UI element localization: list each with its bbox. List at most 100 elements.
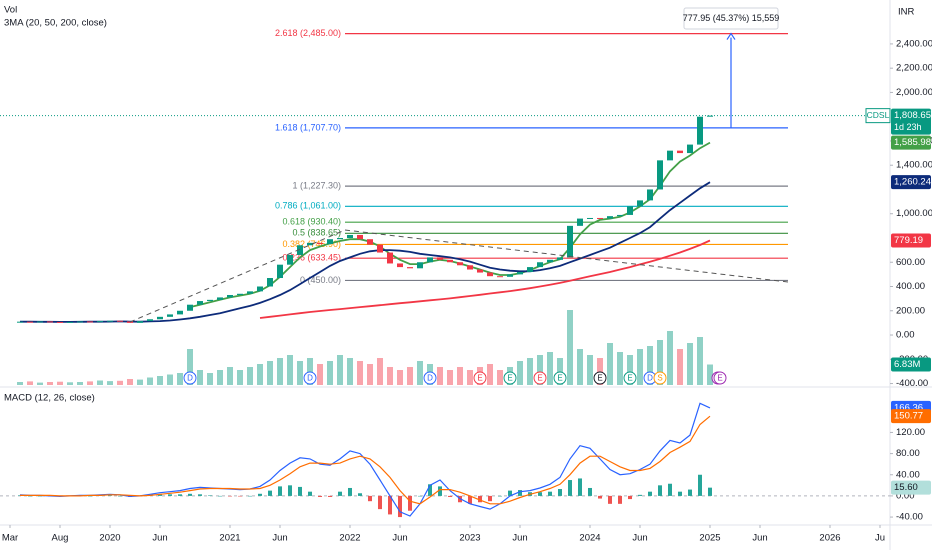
candle	[157, 316, 163, 320]
x-tick-label: 2023	[459, 533, 480, 544]
volume-bar	[207, 373, 213, 385]
candle	[247, 291, 253, 294]
candle	[177, 310, 183, 315]
volume-bar	[77, 382, 83, 385]
volume-bar	[687, 343, 693, 385]
countdown-label: 1d 23h	[894, 122, 922, 132]
volume-bar	[617, 352, 623, 385]
event-label: E	[507, 374, 512, 383]
macd-histogram-bar	[418, 495, 422, 497]
volume-bar	[137, 379, 143, 385]
event-label: E	[597, 374, 602, 383]
macd-histogram-bar	[118, 495, 122, 497]
candle	[47, 321, 53, 323]
macd-title: MACD (12, 26, close)	[4, 393, 95, 404]
volume-bar	[337, 355, 343, 385]
macd-histogram-bar	[168, 494, 172, 496]
candle	[387, 252, 393, 264]
x-tick-label: Jun	[632, 533, 647, 544]
macd-histogram-bar	[518, 490, 522, 496]
volume-bar	[707, 364, 713, 385]
macd-histogram-bar	[88, 495, 92, 497]
candle	[427, 257, 433, 263]
candle	[57, 321, 63, 323]
event-marker[interactable]	[653, 371, 667, 385]
volume-bar	[657, 340, 663, 385]
candle	[167, 314, 173, 317]
macd-tick-label: 40.00	[896, 469, 920, 480]
symbol-badge	[865, 108, 891, 124]
measure-box	[683, 7, 779, 30]
macd-histogram-bar	[578, 478, 582, 496]
trend-line	[344, 229, 789, 283]
macd-histogram-bar	[488, 495, 492, 502]
volume-bar	[577, 349, 583, 385]
volume-bar	[17, 382, 23, 385]
candle	[567, 225, 573, 258]
candle	[87, 321, 93, 323]
event-marker[interactable]	[503, 371, 517, 385]
macd-histogram-bar	[218, 495, 222, 497]
event-marker[interactable]	[553, 371, 567, 385]
event-marker[interactable]	[713, 371, 727, 385]
volume-bar	[237, 370, 243, 385]
candle	[547, 259, 553, 263]
macd-histogram-bar	[588, 487, 592, 496]
volume-bar	[27, 381, 33, 385]
price-badge	[891, 233, 931, 248]
macd-histogram-bar	[438, 486, 442, 496]
macd-tick-label: 120.00	[896, 427, 925, 438]
event-marker[interactable]	[183, 371, 197, 385]
indicator-label: Vol	[4, 5, 17, 16]
volume-bar	[327, 361, 333, 385]
event-label: D	[307, 374, 313, 383]
macd-histogram-bar	[688, 489, 692, 496]
price-badge-label: 6.83M	[894, 359, 920, 370]
price-badge-label: 150.77	[894, 411, 923, 422]
macd-histogram-bar	[708, 487, 712, 496]
volume-bar	[217, 370, 223, 385]
x-tick-label: 2026	[819, 533, 840, 544]
candle	[367, 239, 373, 245]
event-marker[interactable]	[593, 371, 607, 385]
macd-histogram-bar	[238, 495, 242, 497]
x-tick-label: 2025	[699, 533, 720, 544]
candle	[327, 239, 333, 245]
event-marker[interactable]	[473, 371, 487, 385]
event-label: E	[627, 374, 632, 383]
candle	[127, 321, 133, 323]
volume-bar	[497, 370, 503, 385]
macd-histogram-bar	[318, 495, 322, 497]
volume-bar	[527, 358, 533, 385]
volume-bar	[227, 367, 233, 385]
signal-line	[20, 415, 711, 505]
y-tick-label: 2,400.00	[896, 38, 932, 49]
price-badge	[891, 135, 931, 150]
candle	[67, 321, 73, 323]
candle	[207, 299, 213, 302]
y-tick-label: -400.00	[896, 378, 928, 389]
macd-histogram-bar	[408, 495, 412, 511]
event-marker[interactable]	[303, 371, 317, 385]
event-marker[interactable]	[623, 371, 637, 385]
price-badge-label: 779.19	[894, 235, 923, 246]
event-label: D	[427, 374, 433, 383]
event-marker[interactable]	[533, 371, 547, 385]
price-badge-label: 1,260.24	[894, 177, 931, 188]
event-marker[interactable]	[423, 371, 437, 385]
volume-bar	[287, 355, 293, 385]
candle	[507, 274, 513, 277]
y-tick-label: 600.00	[896, 257, 925, 268]
macd-histogram-bar	[478, 495, 482, 503]
macd-histogram-bar	[628, 495, 632, 500]
macd-histogram-bar	[188, 493, 192, 496]
volume-bar	[417, 361, 423, 385]
candle	[37, 321, 43, 323]
x-tick-label: 2022	[339, 533, 360, 544]
candle	[117, 320, 123, 322]
y-tick-label: 2,200.00	[896, 63, 932, 74]
candle	[517, 271, 523, 275]
candle	[557, 257, 563, 260]
volume-bar	[167, 374, 173, 385]
